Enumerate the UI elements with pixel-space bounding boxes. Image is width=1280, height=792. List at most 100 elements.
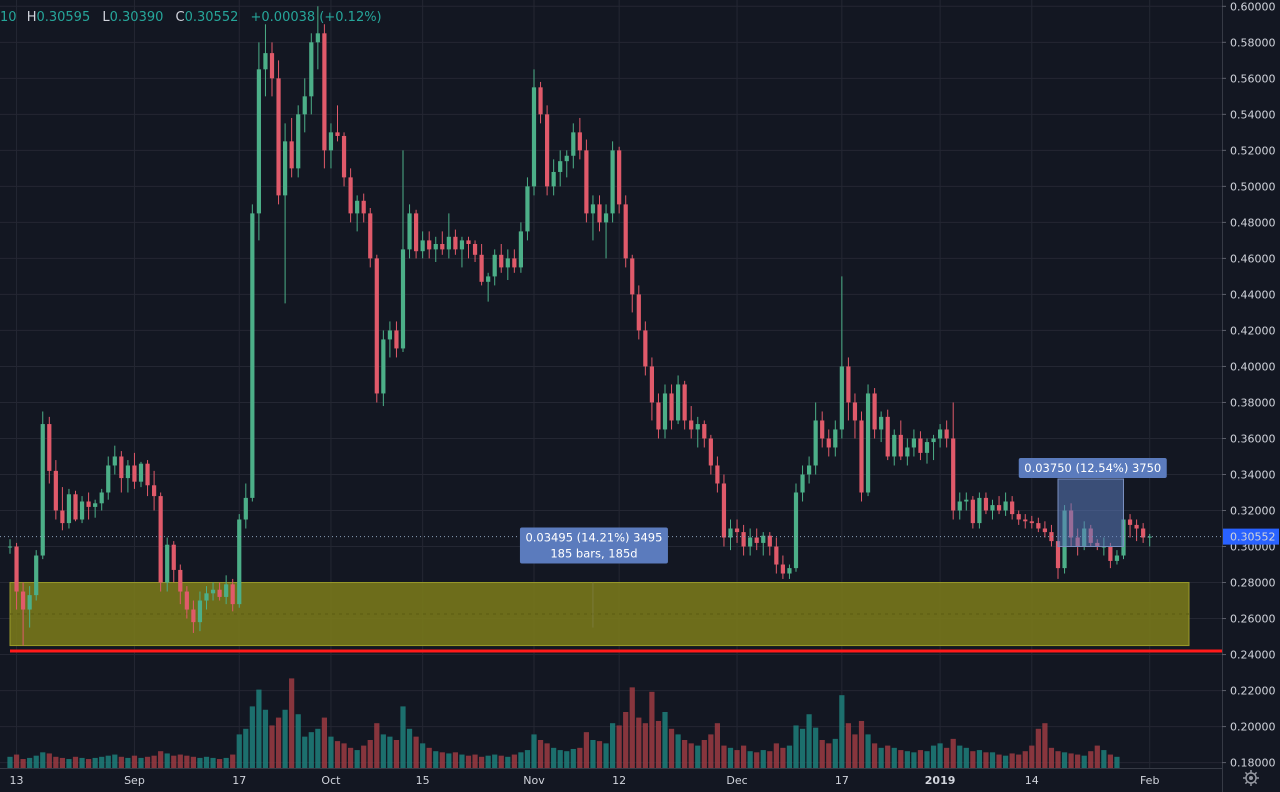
candle-body[interactable] [394,330,399,349]
candle[interactable] [99,488,104,511]
candle-body[interactable] [833,429,838,448]
time-axis[interactable]: 13 Sep 17 Oct 15 Nov 12 Dec 17 2019 14 Feb [0,768,1222,788]
candle-body[interactable] [152,485,157,497]
candle[interactable] [767,532,772,556]
candle[interactable] [79,496,85,524]
candle[interactable] [86,492,91,520]
candle[interactable] [879,411,884,443]
candle[interactable] [486,272,491,302]
candle[interactable] [970,496,975,529]
candle-body[interactable] [721,483,727,538]
candle[interactable] [125,460,130,493]
candle-body[interactable] [1003,501,1008,511]
candle[interactable] [355,195,360,232]
candle-body[interactable] [793,492,799,569]
candle-body[interactable] [132,465,137,482]
candle-body[interactable] [964,499,969,502]
candle-body[interactable] [34,555,39,596]
candle-body[interactable] [53,470,58,511]
candle[interactable] [630,254,635,313]
candle-body[interactable] [957,501,962,511]
candle-body[interactable] [47,424,52,471]
candle-body[interactable] [695,424,700,430]
candle-body[interactable] [93,503,98,507]
candle-body[interactable] [767,535,772,547]
candle[interactable] [924,438,930,464]
candle[interactable] [296,105,301,178]
candle[interactable] [394,321,399,358]
candle-body[interactable] [977,497,982,524]
candle[interactable] [558,150,563,187]
candle[interactable] [171,541,176,583]
candle[interactable] [309,33,314,115]
candle[interactable] [676,375,681,425]
candle[interactable] [1147,533,1152,547]
candle-body[interactable] [590,204,596,214]
candle-body[interactable] [492,254,497,277]
candle[interactable] [93,499,98,518]
candle[interactable] [787,564,792,579]
candle[interactable] [420,231,425,259]
candle-body[interactable] [885,416,890,457]
candle[interactable] [833,420,838,457]
current-price-badge[interactable]: 0.30552 [1223,528,1279,545]
candle[interactable] [577,117,582,160]
candle-body[interactable] [348,177,353,214]
candle-body[interactable] [597,204,602,223]
candle[interactable] [341,132,347,187]
candle-body[interactable] [748,537,753,547]
candle[interactable] [453,229,458,255]
candle-body[interactable] [427,240,432,250]
candle[interactable] [289,117,294,178]
candle[interactable] [466,236,471,259]
candle-body[interactable] [243,497,248,520]
candle-body[interactable] [79,501,85,520]
candle-body[interactable] [335,132,340,136]
candle-body[interactable] [944,429,949,439]
candle-body[interactable] [859,420,864,493]
candle-body[interactable] [400,249,406,349]
candle-body[interactable] [302,96,307,115]
candle-body[interactable] [1049,532,1054,542]
candle[interactable] [741,524,746,556]
candle-body[interactable] [1141,528,1146,538]
candle-body[interactable] [728,528,733,538]
candle[interactable] [302,78,307,133]
candle-body[interactable] [603,213,609,223]
candle-body[interactable] [119,456,124,479]
candle[interactable] [440,231,445,255]
candle-body[interactable] [545,114,550,187]
candle[interactable] [53,460,58,520]
candle-body[interactable] [269,53,275,79]
candle-body[interactable] [846,366,851,403]
candle[interactable] [996,496,1002,515]
candle-body[interactable] [420,240,425,252]
candle-body[interactable] [21,591,26,610]
candle-body[interactable] [224,584,229,597]
candle[interactable] [813,402,818,475]
candle[interactable] [152,470,157,511]
candle-body[interactable] [905,447,910,457]
candle[interactable] [1016,510,1021,525]
candle[interactable] [400,150,406,353]
candle[interactable] [433,236,438,263]
candle-body[interactable] [865,393,871,493]
candle[interactable] [237,514,242,608]
candle[interactable] [446,213,451,259]
candle-body[interactable] [564,155,569,162]
candle[interactable] [427,231,432,259]
candle-body[interactable] [676,384,681,421]
candle[interactable] [204,586,209,610]
candle[interactable] [106,456,111,500]
candle-body[interactable] [289,141,294,169]
candle-body[interactable] [649,366,654,403]
candle[interactable] [931,434,936,461]
candle[interactable] [839,276,844,439]
candle-body[interactable] [14,546,19,592]
candle-body[interactable] [1108,546,1113,561]
candle-body[interactable] [256,69,261,214]
candle-body[interactable] [970,499,975,524]
candle[interactable] [938,424,943,448]
candle-body[interactable] [381,339,386,394]
candle-body[interactable] [184,591,189,610]
